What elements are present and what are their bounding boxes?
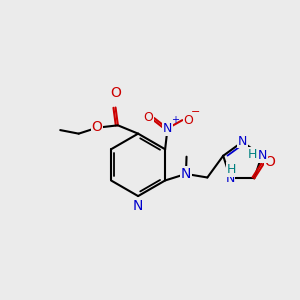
Text: N: N — [258, 149, 268, 162]
Text: O: O — [92, 120, 103, 134]
Text: N: N — [181, 167, 191, 181]
Text: O: O — [111, 86, 122, 100]
Text: O: O — [143, 111, 153, 124]
Text: +: + — [171, 115, 179, 124]
Text: N: N — [163, 122, 172, 135]
Text: N: N — [225, 172, 235, 185]
Text: O: O — [183, 114, 193, 127]
Text: −: − — [191, 106, 201, 117]
Text: H: H — [248, 148, 257, 161]
Text: N: N — [133, 199, 143, 213]
Text: H: H — [226, 163, 236, 176]
Text: O: O — [264, 155, 275, 169]
Text: N: N — [238, 135, 247, 148]
